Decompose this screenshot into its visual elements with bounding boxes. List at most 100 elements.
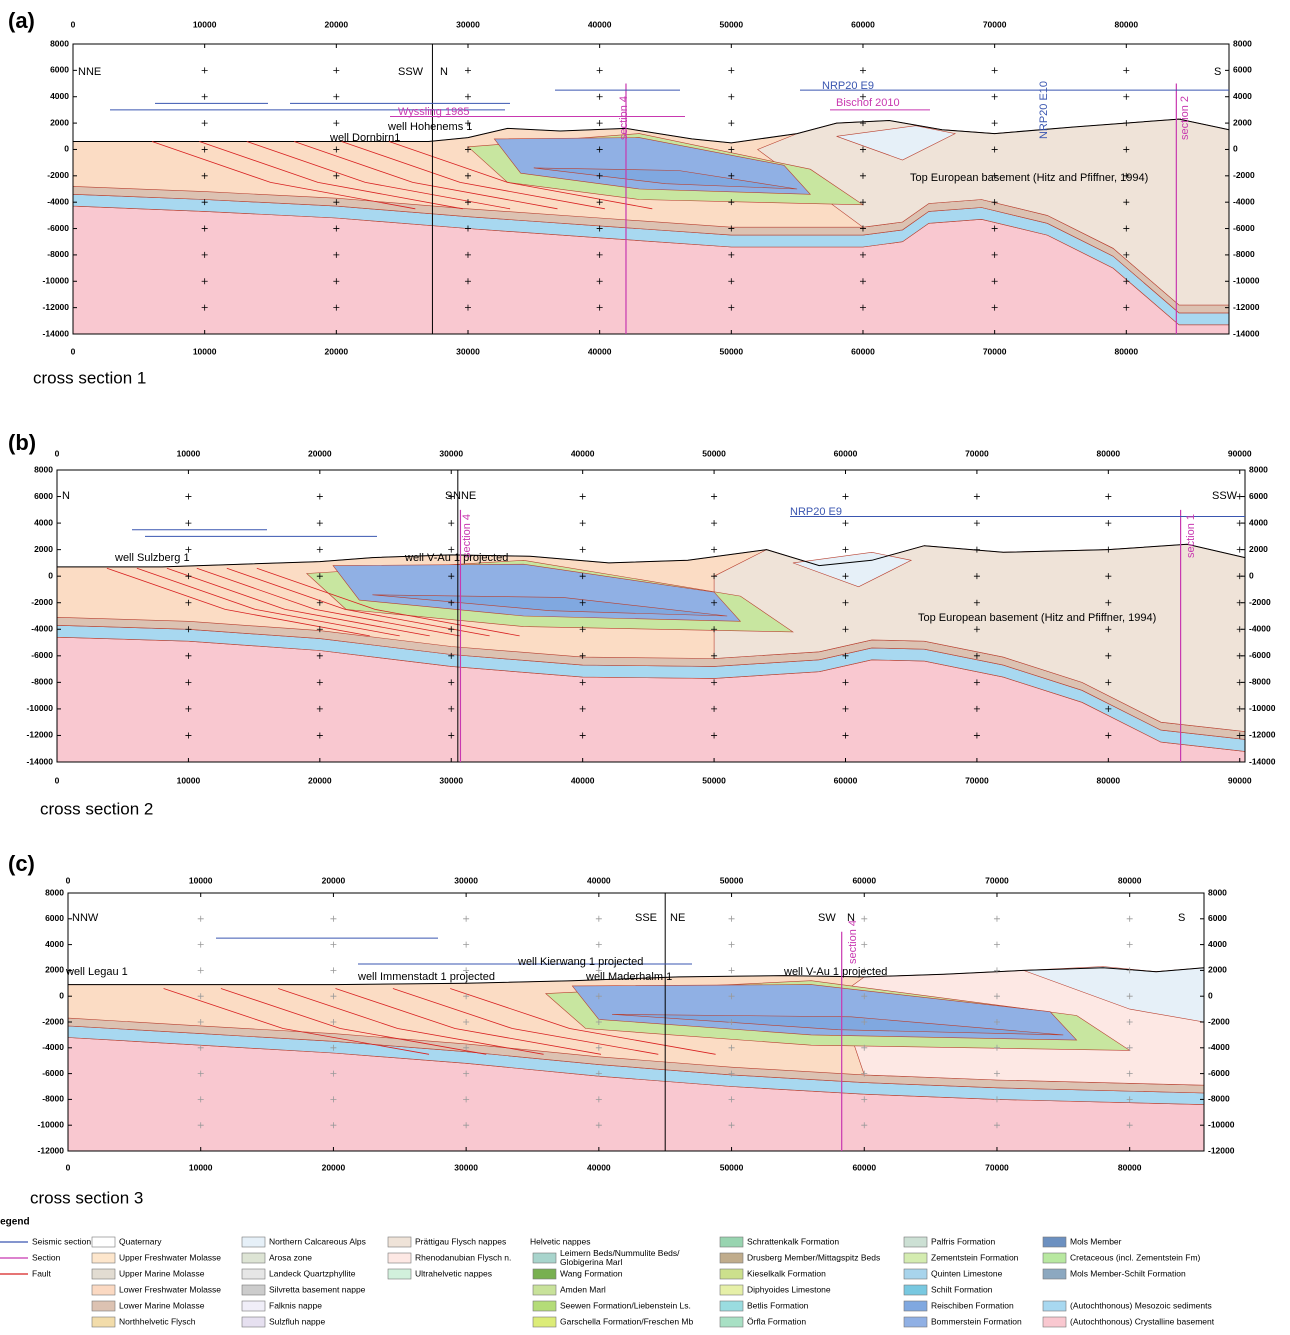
grid-cross (317, 494, 323, 500)
legend-label: Drusberg Member/Mittagspitz Beds (747, 1252, 880, 1262)
panel-caption: cross section 3 (30, 1188, 143, 1207)
annotation: well Maderhalm 1 (585, 971, 672, 983)
legend-swatch (242, 1253, 265, 1263)
legend-label: Amden Marl (560, 1284, 606, 1294)
tick-label: 50000 (720, 875, 744, 885)
grid-cross (711, 494, 717, 500)
grid-cross (861, 916, 867, 922)
legend-label: (Autochthonous) Crystalline basement (1070, 1316, 1215, 1326)
legend-swatch (242, 1301, 265, 1311)
legend-label: Bommerstein Formation (931, 1316, 1022, 1326)
tick-label: 0 (64, 144, 69, 154)
annotation: well V-Au 1 projected (783, 966, 887, 978)
tick-label: -12000 (27, 730, 54, 740)
legend-swatch (1043, 1269, 1066, 1279)
tick-label: 4000 (34, 517, 53, 527)
grid-cross (728, 67, 734, 73)
tick-label: 80000 (1114, 19, 1138, 29)
tick-label: 20000 (308, 775, 332, 785)
legend-swatch (533, 1253, 556, 1263)
annotation: S (1214, 66, 1221, 78)
grid-cross (1127, 942, 1133, 948)
tick-label: 40000 (571, 775, 595, 785)
tick-label: 10000 (193, 346, 217, 356)
tick-label: -12000 (1233, 302, 1260, 312)
tick-label: 40000 (571, 448, 595, 458)
legend-swatch (533, 1285, 556, 1295)
grid-cross (596, 916, 602, 922)
grid-cross (580, 520, 586, 526)
legend-label: (Autochthonous) Mesozoic sediments (1070, 1300, 1212, 1310)
legend-group-title: Helvetic nappes (530, 1236, 590, 1246)
tick-label: 4000 (45, 939, 64, 949)
tick-label: -10000 (43, 276, 70, 286)
legend-swatch (388, 1237, 411, 1247)
tick-label: 60000 (852, 1162, 876, 1172)
legend-swatch (1043, 1301, 1066, 1311)
grid-cross (317, 547, 323, 553)
grid-cross (333, 67, 339, 73)
cross-section-panel: 0010000100002000020000300003000040000400… (8, 430, 1276, 819)
annotation: well Immenstadt 1 projected (357, 971, 495, 983)
legend-title: Legend (0, 1217, 30, 1228)
tick-label: -6000 (31, 650, 53, 660)
grid-cross (463, 916, 469, 922)
legend-swatch (904, 1237, 927, 1247)
tick-label: 8000 (34, 464, 53, 474)
legend-label: Northhelvetic Flysch (119, 1316, 196, 1326)
legend-label: Seewen Formation/Liebenstein Ls. (560, 1300, 691, 1310)
grid-cross (974, 520, 980, 526)
legend-swatch (92, 1317, 115, 1327)
tick-label: -8000 (47, 249, 69, 259)
page: 0010000100002000020000300003000040000400… (0, 0, 1290, 1330)
tick-label: -14000 (27, 756, 54, 766)
legend-swatch (533, 1317, 556, 1327)
grid-cross (1127, 916, 1133, 922)
legend-label: Quaternary (119, 1236, 162, 1246)
tick-label: 4000 (50, 91, 69, 101)
tick-label: 30000 (456, 19, 480, 29)
tick-label: 80000 (1118, 875, 1142, 885)
tick-label: 4000 (1249, 517, 1268, 527)
tick-label: 60000 (834, 775, 858, 785)
grid-cross (992, 94, 998, 100)
annotation: section 2 (1179, 96, 1191, 140)
legend-swatch (533, 1301, 556, 1311)
tick-label: -8000 (1249, 677, 1271, 687)
annotation: SSW (1212, 490, 1238, 502)
tick-label: -6000 (1233, 223, 1255, 233)
tick-label: 2000 (34, 544, 53, 554)
grid-cross (330, 916, 336, 922)
grid-cross (994, 916, 1000, 922)
annotation: N (62, 490, 70, 502)
annotation: SSW (398, 66, 424, 78)
grid-cross (597, 94, 603, 100)
tick-label: 2000 (50, 117, 69, 127)
legend-label: Lower Freshwater Molasse (119, 1284, 221, 1294)
grid-cross (580, 547, 586, 553)
legend-swatch (720, 1253, 743, 1263)
grid-cross (728, 94, 734, 100)
tick-label: -2000 (1208, 1016, 1230, 1026)
legend-label: Sulzfluh nappe (269, 1316, 326, 1326)
legend-label: Ultrahelvetic nappes (415, 1268, 492, 1278)
grid-cross (330, 967, 336, 973)
grid-cross (597, 120, 603, 126)
grid-cross (185, 520, 191, 526)
tick-label: -2000 (1233, 170, 1255, 180)
tick-label: 80000 (1097, 775, 1121, 785)
tick-label: 2000 (1233, 117, 1252, 127)
tick-label: 6000 (1249, 491, 1268, 501)
grid-cross (974, 494, 980, 500)
panel-label: (a) (8, 8, 35, 33)
tick-label: -14000 (1249, 756, 1276, 766)
legend-swatch (904, 1301, 927, 1311)
legend-label: Mols Member-Schilt Formation (1070, 1268, 1186, 1278)
tick-label: 0 (55, 775, 60, 785)
tick-label: 6000 (1208, 913, 1227, 923)
legend-label: Seismic section (32, 1236, 91, 1246)
grid-cross (1105, 494, 1111, 500)
annotation: Bischof 2010 (836, 97, 900, 109)
legend-label: Landeck Quartzphyllite (269, 1268, 356, 1278)
tick-label: 70000 (983, 346, 1007, 356)
